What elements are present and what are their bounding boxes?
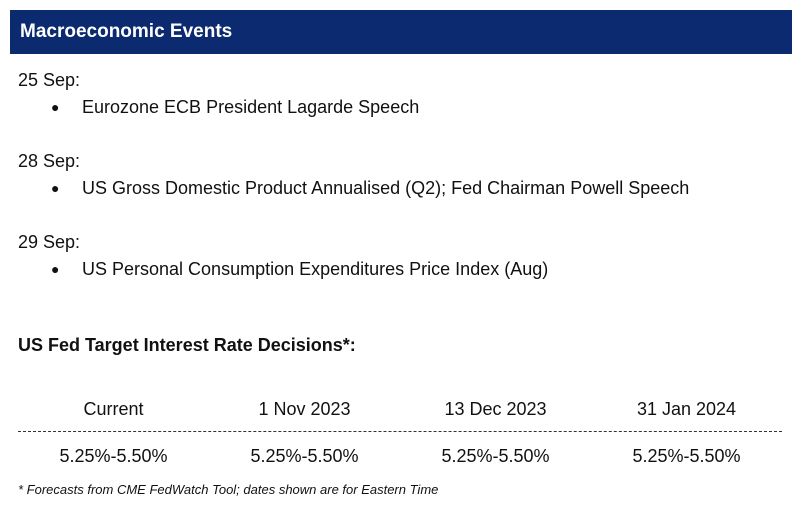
event-item-text: US Gross Domestic Product Annualised (Q2… bbox=[82, 178, 690, 198]
event-date: 29 Sep: bbox=[18, 232, 81, 252]
rates-value-cell: 5.25%-5.50% bbox=[59, 446, 168, 466]
rates-header-row: Current 1 Nov 2023 13 Dec 2023 31 Jan 20… bbox=[18, 395, 782, 423]
rates-value-cell: 5.25%-5.50% bbox=[250, 446, 359, 466]
events-list: 25 Sep: ● Eurozone ECB President Lagarde… bbox=[18, 68, 788, 311]
rates-column-header: 1 Nov 2023 bbox=[258, 399, 351, 419]
rates-value-cell: 5.25%-5.50% bbox=[441, 446, 550, 466]
rates-table: Current 1 Nov 2023 13 Dec 2023 31 Jan 20… bbox=[18, 395, 782, 470]
event-item-text: US Personal Consumption Expenditures Pri… bbox=[82, 259, 549, 279]
event-item-text: Eurozone ECB President Lagarde Speech bbox=[82, 97, 420, 117]
bullet-icon: ● bbox=[51, 180, 60, 196]
event-date: 28 Sep: bbox=[18, 151, 81, 171]
event-group: 25 Sep: ● Eurozone ECB President Lagarde… bbox=[18, 68, 788, 149]
section-title: Macroeconomic Events bbox=[20, 21, 233, 42]
rates-title: US Fed Target Interest Rate Decisions*: bbox=[18, 335, 356, 355]
footnote: * Forecasts from CME FedWatch Tool; date… bbox=[18, 482, 439, 497]
bullet-icon: ● bbox=[51, 261, 60, 277]
section-header: Macroeconomic Events bbox=[10, 10, 792, 54]
event-date: 25 Sep: bbox=[18, 70, 81, 90]
rates-column-header: 13 Dec 2023 bbox=[444, 399, 547, 419]
rates-column-header: 31 Jan 2024 bbox=[636, 399, 737, 419]
event-item: ● US Gross Domestic Product Annualised (… bbox=[18, 176, 788, 200]
dashed-divider bbox=[18, 431, 782, 432]
rates-column-header: Current bbox=[83, 399, 144, 419]
event-group: 29 Sep: ● US Personal Consumption Expend… bbox=[18, 230, 788, 311]
event-item: ● US Personal Consumption Expenditures P… bbox=[18, 257, 788, 281]
bullet-icon: ● bbox=[51, 99, 60, 115]
rates-value-cell: 5.25%-5.50% bbox=[632, 446, 741, 466]
rates-value-row: 5.25%-5.50% 5.25%-5.50% 5.25%-5.50% 5.25… bbox=[18, 442, 782, 470]
event-item: ● Eurozone ECB President Lagarde Speech bbox=[18, 95, 788, 119]
event-group: 28 Sep: ● US Gross Domestic Product Annu… bbox=[18, 149, 788, 230]
